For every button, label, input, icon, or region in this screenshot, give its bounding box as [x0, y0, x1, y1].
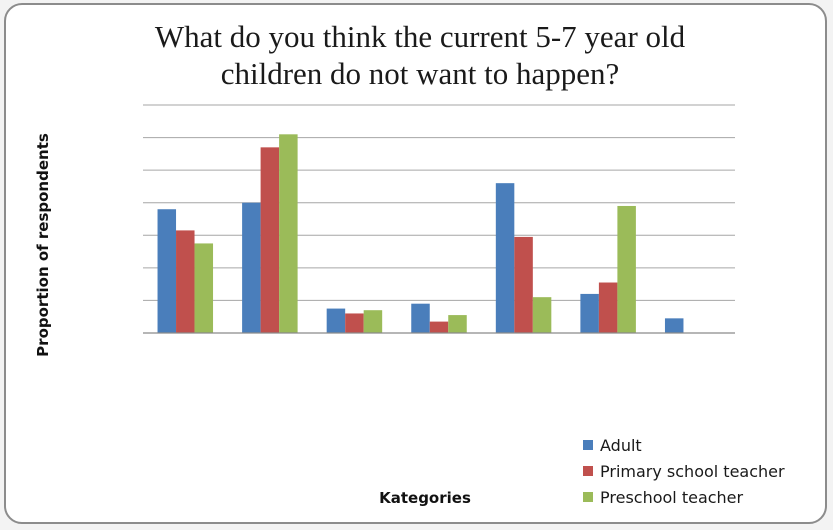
bar-primary-school-teacher-2	[260, 147, 280, 333]
legend-label-adult: Adult	[600, 435, 642, 455]
bar-adult-4	[411, 303, 430, 333]
bar-primary-school-teacher-6	[598, 282, 618, 333]
bar-adult-3	[326, 308, 346, 333]
bar-adult-7	[664, 318, 684, 333]
bar-preschool-teacher-6	[617, 205, 636, 333]
bar-primary-school-teacher-3	[345, 313, 364, 333]
bar-adult-2	[242, 202, 261, 333]
bar-primary-school-teacher-1	[176, 230, 195, 333]
legend: Adult Primary school teacher Preschool t…	[583, 433, 785, 511]
chart-frame	[4, 3, 827, 524]
bar-preschool-teacher-5	[532, 297, 552, 333]
bar-primary-school-teacher-4	[429, 321, 449, 333]
bar-preschool-teacher-4	[448, 315, 467, 333]
bar-preschool-teacher-2	[279, 134, 298, 333]
bar-primary-school-teacher-5	[514, 236, 533, 333]
legend-swatch-primary-school-teacher	[583, 466, 593, 476]
legend-swatch-preschool-teacher	[583, 492, 593, 502]
legend-label-primary-school-teacher: Primary school teacher	[600, 461, 785, 481]
bar-adult-5	[495, 183, 515, 333]
legend-item-primary-school-teacher: Primary school teacher	[583, 459, 785, 483]
legend-label-preschool-teacher: Preschool teacher	[600, 487, 744, 507]
chart-title-line-1: What do you think the current 5-7 year o…	[154, 19, 686, 54]
bars	[157, 134, 684, 333]
gridlines	[143, 104, 735, 301]
bar-preschool-teacher-3	[363, 310, 383, 333]
bar-adult-1	[157, 209, 177, 333]
legend-swatch-adult	[583, 440, 593, 450]
x-axis-label: Kategories	[379, 489, 471, 507]
bar-preschool-teacher-1	[194, 243, 214, 333]
legend-item-adult: Adult	[583, 433, 785, 457]
bar-adult-6	[580, 293, 599, 333]
chart-title-line-2: children do not want to happen?	[220, 56, 620, 91]
legend-item-preschool-teacher: Preschool teacher	[583, 485, 785, 509]
